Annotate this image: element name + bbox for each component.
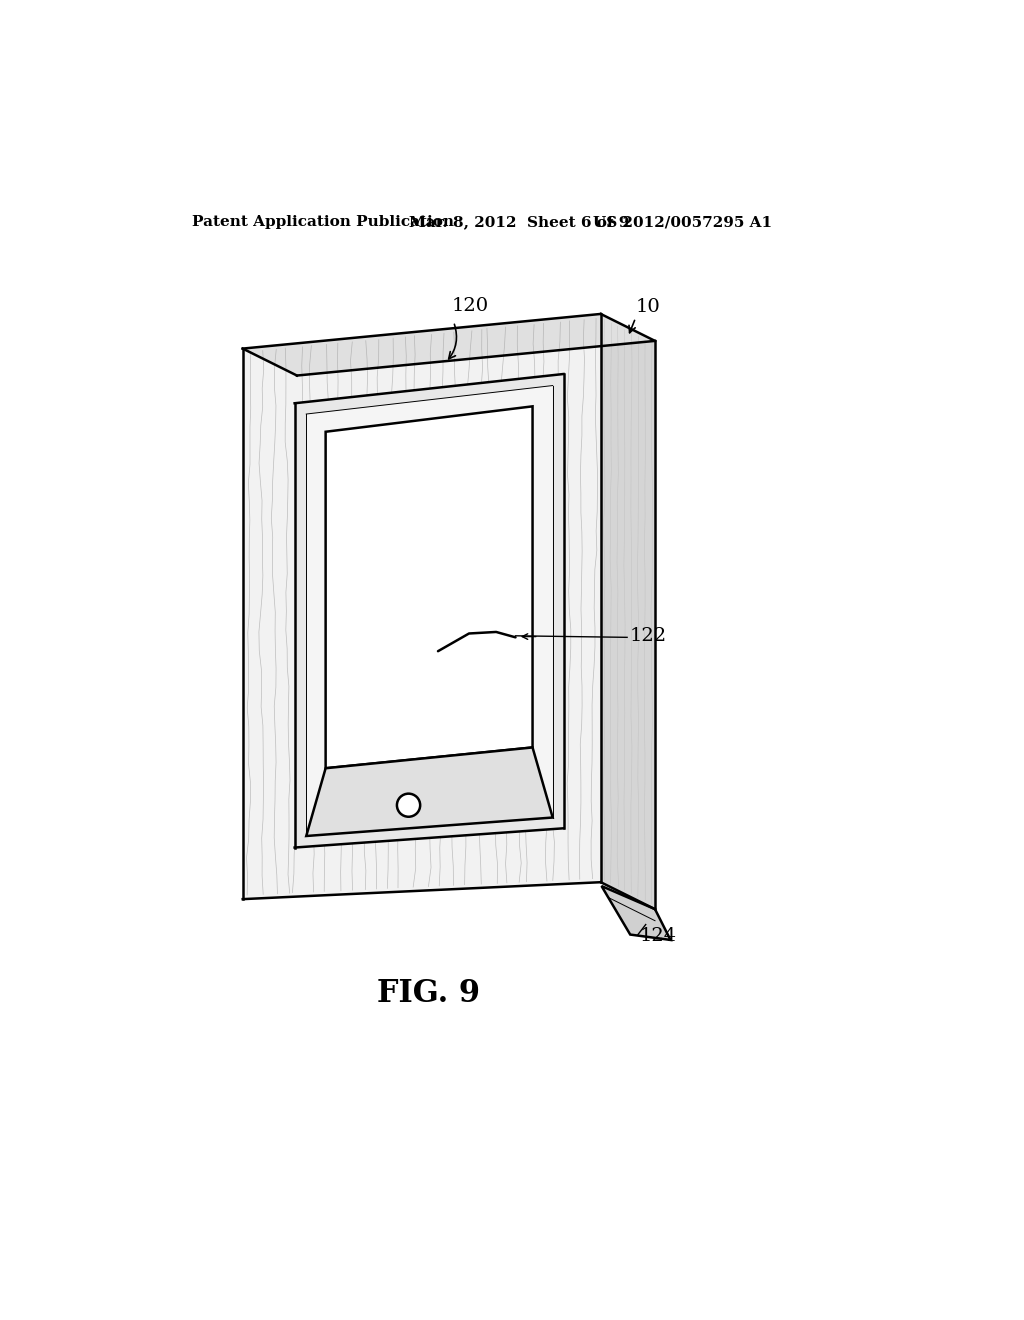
Polygon shape <box>306 385 553 836</box>
Polygon shape <box>243 314 655 376</box>
Polygon shape <box>601 314 655 909</box>
Text: 124: 124 <box>640 927 677 945</box>
Text: 120: 120 <box>452 297 489 315</box>
Text: Mar. 8, 2012  Sheet 6 of 9: Mar. 8, 2012 Sheet 6 of 9 <box>409 215 629 230</box>
Text: 10: 10 <box>636 298 660 315</box>
Text: FIG. 9: FIG. 9 <box>377 978 480 1010</box>
Polygon shape <box>295 374 563 847</box>
Polygon shape <box>243 314 601 899</box>
Polygon shape <box>326 407 532 768</box>
Text: 122: 122 <box>630 627 667 644</box>
Text: US 2012/0057295 A1: US 2012/0057295 A1 <box>593 215 772 230</box>
Polygon shape <box>306 747 553 836</box>
Text: Patent Application Publication: Patent Application Publication <box>191 215 454 230</box>
Circle shape <box>397 793 420 817</box>
Polygon shape <box>601 886 671 940</box>
